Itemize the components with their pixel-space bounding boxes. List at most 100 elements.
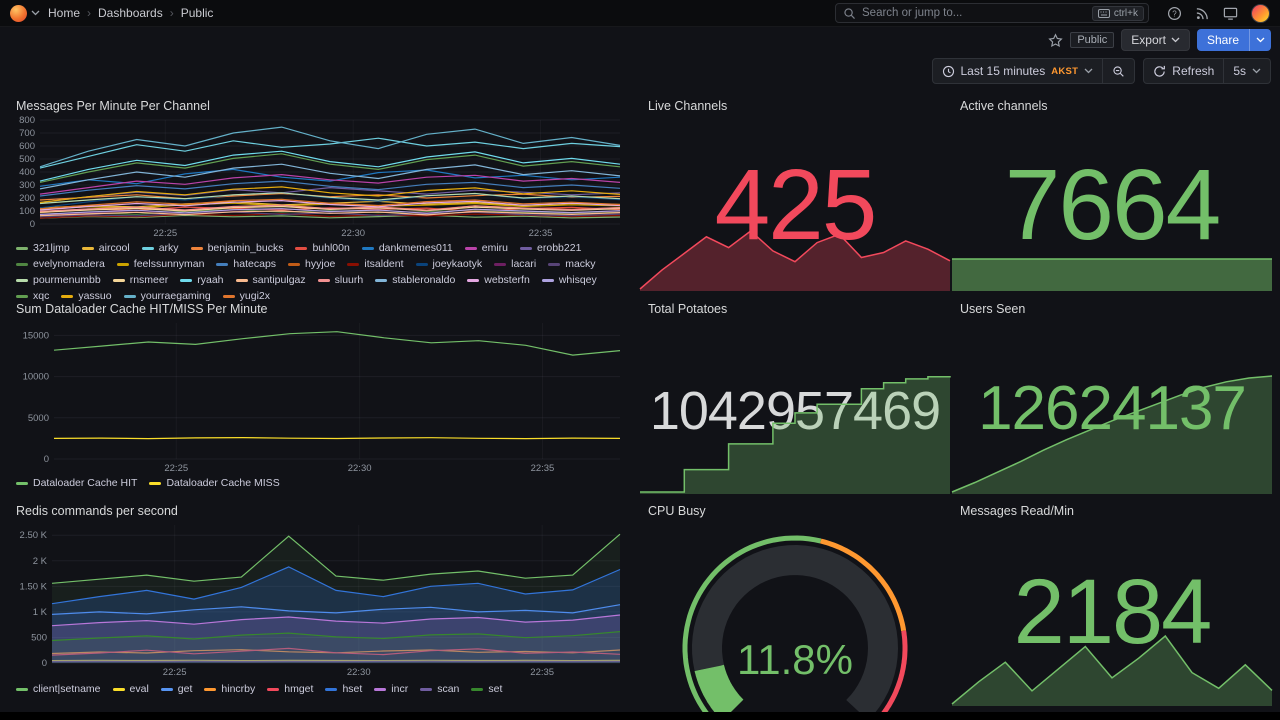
legend-item-hmget[interactable]: hmget: [267, 682, 313, 696]
legend-item-erobb221[interactable]: erobb221: [520, 241, 581, 255]
news-button[interactable]: [1195, 6, 1210, 21]
panel-title[interactable]: Messages Per Minute Per Channel: [16, 99, 210, 113]
legend-item-pourmenumbb[interactable]: pourmenumbb: [16, 273, 101, 287]
export-button[interactable]: Export: [1121, 29, 1190, 51]
legend-item-itsaldent[interactable]: itsaldent: [347, 257, 404, 271]
share-button[interactable]: Share: [1196, 29, 1249, 51]
share-split-button: Share: [1196, 29, 1271, 51]
time-range-group: Last 15 minutes AKST: [931, 58, 1136, 84]
legend-item-get[interactable]: get: [160, 682, 192, 696]
dataloader-chart[interactable]: 0 5000 10000 15000 22:25 22:30 22:35: [10, 318, 626, 474]
legend-item-Dataloader Cache MISS[interactable]: Dataloader Cache MISS: [149, 476, 280, 490]
legend-item-eval[interactable]: eval: [112, 682, 149, 696]
dataloader-legend: Dataloader Cache HIT Dataloader Cache MIS…: [16, 476, 628, 490]
favorite-button[interactable]: [1048, 32, 1063, 48]
user-avatar[interactable]: [1251, 3, 1270, 23]
svg-text:22:35: 22:35: [529, 228, 553, 239]
legend-item-hatecaps[interactable]: hatecaps: [216, 257, 276, 271]
legend-item-santipulgaz[interactable]: santipulgaz: [235, 273, 306, 287]
export-label: Export: [1131, 33, 1166, 47]
search-input[interactable]: Search or jump to... ctrl+k: [835, 3, 1149, 23]
legend-item-hincrby[interactable]: hincrby: [204, 682, 255, 696]
star-icon: [1048, 32, 1063, 47]
legend-item-emiru[interactable]: emiru: [464, 241, 508, 255]
total-potatoes-sparkline[interactable]: [640, 374, 951, 494]
svg-text:700: 700: [19, 128, 35, 139]
help-button[interactable]: ?: [1167, 6, 1182, 21]
legend-item-macky[interactable]: macky: [548, 257, 596, 271]
panel-title[interactable]: Live Channels: [648, 99, 728, 113]
panel-messages-per-minute: Messages Per Minute Per Channel 0 100 200 3…: [8, 97, 632, 302]
legend-item-yassuo[interactable]: yassuo: [61, 289, 112, 303]
legend-item-whisqey[interactable]: whisqey: [541, 273, 597, 287]
legend-item-incr[interactable]: incr: [374, 682, 408, 696]
legend-item-xqc[interactable]: xqc: [16, 289, 49, 303]
legend-item-buhl00n[interactable]: buhl00n: [295, 241, 350, 255]
legend-item-rnsmeer[interactable]: rnsmeer: [112, 273, 168, 287]
breadcrumb-dashboards[interactable]: Dashboards: [98, 6, 163, 20]
zoom-out-button[interactable]: [1103, 58, 1136, 84]
legend-item-stableronaldo[interactable]: stableronaldo: [375, 273, 455, 287]
svg-text:5000: 5000: [28, 413, 49, 424]
legend-item-websterfn[interactable]: websterfn: [467, 273, 530, 287]
svg-text:22:30: 22:30: [348, 463, 372, 474]
stat-value: 1042957469: [649, 381, 941, 441]
time-range-picker[interactable]: Last 15 minutes AKST: [931, 58, 1104, 84]
legend-item-hset[interactable]: hset: [325, 682, 362, 696]
navbar-icons: ?: [1167, 3, 1270, 23]
live-channels-sparkline[interactable]: [639, 229, 951, 291]
panel-dataloader-cache: Sum Dataloader Cache HIT/MISS Per Minute…: [8, 300, 632, 496]
panel-title[interactable]: Redis commands per second: [16, 504, 178, 518]
legend-item-yourraegaming[interactable]: yourraegaming: [123, 289, 211, 303]
legend-item-aircool[interactable]: aircool: [81, 241, 130, 255]
panel-messages-read: Messages Read/Min 2184: [951, 502, 1273, 710]
legend-item-benjamin_bucks[interactable]: benjamin_bucks: [190, 241, 283, 255]
users-seen-sparkline[interactable]: [951, 374, 1273, 494]
legend-item-evelynomadera[interactable]: evelynomadera: [16, 257, 105, 271]
panel-title[interactable]: CPU Busy: [648, 504, 706, 518]
legend-item-321ljmp[interactable]: 321ljmp: [16, 241, 70, 255]
legend-item-Dataloader Cache HIT[interactable]: Dataloader Cache HIT: [16, 476, 137, 490]
legend-item-joeykaotyk[interactable]: joeykaotyk: [415, 257, 482, 271]
legend-item-hyyjoe[interactable]: hyyjoe: [288, 257, 335, 271]
panel-title[interactable]: Messages Read/Min: [960, 504, 1074, 518]
chevron-down-icon: [1256, 37, 1265, 43]
svg-text:22:25: 22:25: [153, 228, 177, 239]
panel-title[interactable]: Total Potatoes: [648, 302, 728, 316]
legend-item-arky[interactable]: arky: [141, 241, 179, 255]
legend-item-scan[interactable]: scan: [420, 682, 459, 696]
dashboard-tag[interactable]: Public: [1070, 32, 1115, 48]
dashboard-grid: Messages Per Minute Per Channel 0 100 200 3…: [0, 89, 1280, 720]
legend-item-sluurh[interactable]: sluurh: [317, 273, 363, 287]
legend-item-set[interactable]: set: [471, 682, 502, 696]
legend-item-ryaah[interactable]: ryaah: [180, 273, 224, 287]
panel-active-channels: Active channels 7664: [952, 97, 1272, 295]
messages-read-sparkline[interactable]: [951, 634, 1273, 706]
redis-chart[interactable]: 0 500 1 K 1.50 K 2 K 2.50 K 22:25 22:30 22:35: [10, 520, 626, 678]
legend-item-dankmemes011[interactable]: dankmemes011: [361, 241, 453, 255]
legend-item-client|setname[interactable]: client|setname: [16, 682, 101, 696]
refresh-interval-picker[interactable]: 5s: [1224, 58, 1271, 84]
timezone-label: AKST: [1051, 65, 1079, 77]
grafana-logo-button[interactable]: [10, 4, 40, 22]
breadcrumb-public[interactable]: Public: [180, 6, 214, 20]
legend-item-lacari[interactable]: lacari: [494, 257, 536, 271]
legend-item-yugi2x[interactable]: yugi2x: [222, 289, 270, 303]
chevron-down-icon: [1171, 37, 1180, 43]
panel-title[interactable]: Users Seen: [960, 302, 1026, 316]
grafana-logo-icon: [10, 4, 27, 22]
refresh-button[interactable]: Refresh: [1143, 58, 1225, 84]
breadcrumb-home[interactable]: Home: [48, 6, 81, 20]
svg-text:1.50 K: 1.50 K: [20, 581, 48, 592]
svg-text:0: 0: [30, 219, 35, 230]
svg-text:600: 600: [19, 141, 35, 152]
panel-title[interactable]: Active channels: [960, 99, 1048, 113]
time-range-label: Last 15 minutes: [960, 64, 1046, 78]
active-channels-sparkline[interactable]: [952, 257, 1272, 291]
legend-item-feelssunnyman[interactable]: feelssunnyman: [116, 257, 204, 271]
panel-title[interactable]: Sum Dataloader Cache HIT/MISS Per Minute: [16, 302, 268, 316]
messages-chart[interactable]: 0 100 200 300 400 500 600 700 800 22:25 22:30 22:35: [10, 115, 626, 239]
monitor-icon: [1223, 7, 1238, 20]
share-menu-button[interactable]: [1249, 29, 1271, 51]
display-button[interactable]: [1223, 6, 1238, 21]
